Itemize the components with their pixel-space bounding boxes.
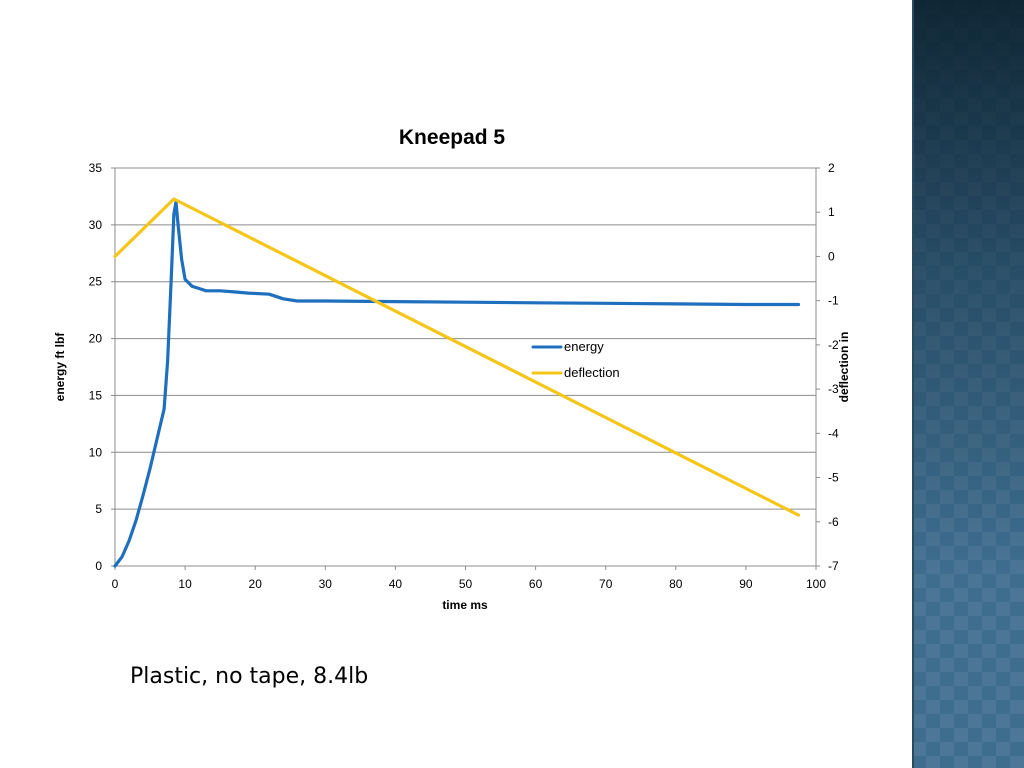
y-tick-label: 30 bbox=[89, 218, 103, 232]
y-tick-label: 10 bbox=[89, 445, 103, 459]
x-tick-label: 100 bbox=[806, 577, 826, 591]
x-tick-label: 90 bbox=[739, 577, 753, 591]
y2-tick-label: -6 bbox=[828, 515, 839, 529]
y2-tick-label: -7 bbox=[828, 559, 839, 573]
x-tick-label: 30 bbox=[319, 577, 333, 591]
x-tick-label: 0 bbox=[112, 577, 119, 591]
legend-label-deflection: deflection bbox=[564, 365, 620, 380]
legend-label-energy: energy bbox=[564, 339, 604, 354]
series-line-energy bbox=[113, 200, 801, 568]
legend: energy deflection bbox=[531, 339, 620, 380]
y2-tick-label: -3 bbox=[828, 382, 839, 396]
x-tick-label: 80 bbox=[669, 577, 683, 591]
y2-tick-label: -5 bbox=[828, 471, 839, 485]
y2-tick-label: 2 bbox=[828, 161, 835, 175]
x-tick-label: 40 bbox=[389, 577, 403, 591]
x-axis-label: time ms bbox=[442, 598, 488, 612]
x-tick-label: 60 bbox=[529, 577, 543, 591]
gridlines bbox=[115, 167, 816, 567]
series-lines bbox=[113, 197, 801, 568]
y-tick-label: 0 bbox=[95, 559, 102, 573]
series-line-deflection bbox=[113, 197, 801, 517]
decorative-side-panel bbox=[912, 0, 1024, 768]
y2-tick-label: -1 bbox=[828, 294, 839, 308]
x-tick-label: 10 bbox=[178, 577, 192, 591]
x-tick-label: 70 bbox=[599, 577, 613, 591]
y-tick-label: 35 bbox=[89, 161, 103, 175]
chart-title: Kneepad 5 bbox=[399, 126, 506, 149]
x-tick-label: 50 bbox=[459, 577, 473, 591]
x-tick-label: 20 bbox=[249, 577, 263, 591]
y-tick-label: 25 bbox=[89, 275, 103, 289]
y-axis-label: energy ft lbf bbox=[53, 332, 67, 402]
y-tick-label: 20 bbox=[89, 332, 103, 346]
y2-tick-label: -2 bbox=[828, 338, 839, 352]
axes bbox=[114, 168, 817, 567]
y2-axis-label: deflection in bbox=[837, 332, 851, 403]
side-panel-edge bbox=[912, 0, 914, 768]
y2-tick-label: 1 bbox=[828, 205, 835, 219]
y-tick-label: 5 bbox=[95, 502, 102, 516]
y2-tick-label: -4 bbox=[828, 426, 839, 440]
y-tick-label: 15 bbox=[89, 388, 103, 402]
y2-tick-label: 0 bbox=[828, 249, 835, 263]
slide-caption: Plastic, no tape, 8.4lb bbox=[130, 664, 369, 689]
